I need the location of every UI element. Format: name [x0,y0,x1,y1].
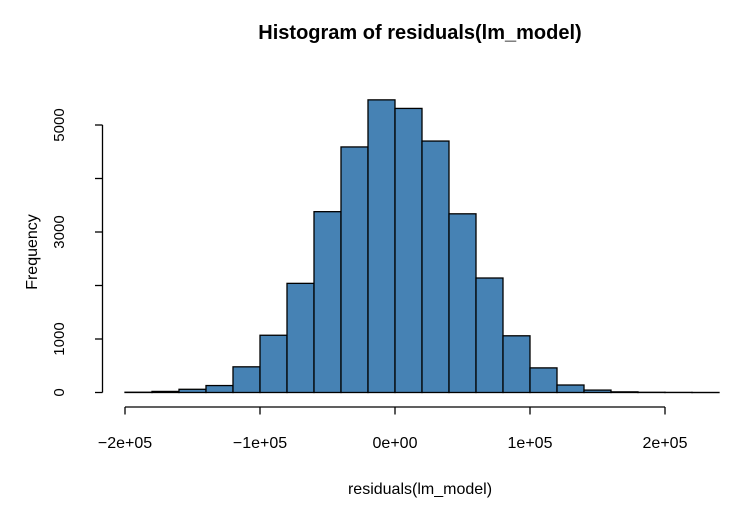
x-tick-label: −2e+05 [98,435,152,452]
x-tick-label: 1e+05 [508,435,553,452]
y-tick-label: 5000 [51,108,68,141]
histogram-bar [178,388,207,394]
histogram-bar [448,213,477,394]
histogram-bar [610,391,639,394]
y-tick-label: 1000 [51,322,68,355]
histogram-bar [340,146,369,394]
histogram-bar [556,384,585,394]
histogram-bar [529,367,558,394]
y-axis-label: Frequency [24,214,41,290]
x-axis-label: residuals(lm_model) [347,481,493,498]
histogram-bar [367,99,396,394]
histogram-bar [259,334,288,394]
histogram-bar [583,389,612,394]
y-tick-label: 3000 [51,215,68,248]
y-tick-label: 0 [51,388,68,396]
histogram-bar [232,366,261,394]
histogram-bar [286,282,315,394]
histogram-bar [475,277,504,394]
histogram-bar [394,107,423,394]
x-tick-label: −1e+05 [233,435,287,452]
chart-title: Histogram of residuals(lm_model) [258,22,582,44]
histogram-bar [502,335,531,394]
histogram-bar [313,211,342,394]
x-tick-label: 2e+05 [643,435,688,452]
histogram-bar [205,384,234,394]
x-tick-label: 0e+00 [373,435,418,452]
histogram-bar [151,390,180,394]
histogram-bar [421,140,450,394]
